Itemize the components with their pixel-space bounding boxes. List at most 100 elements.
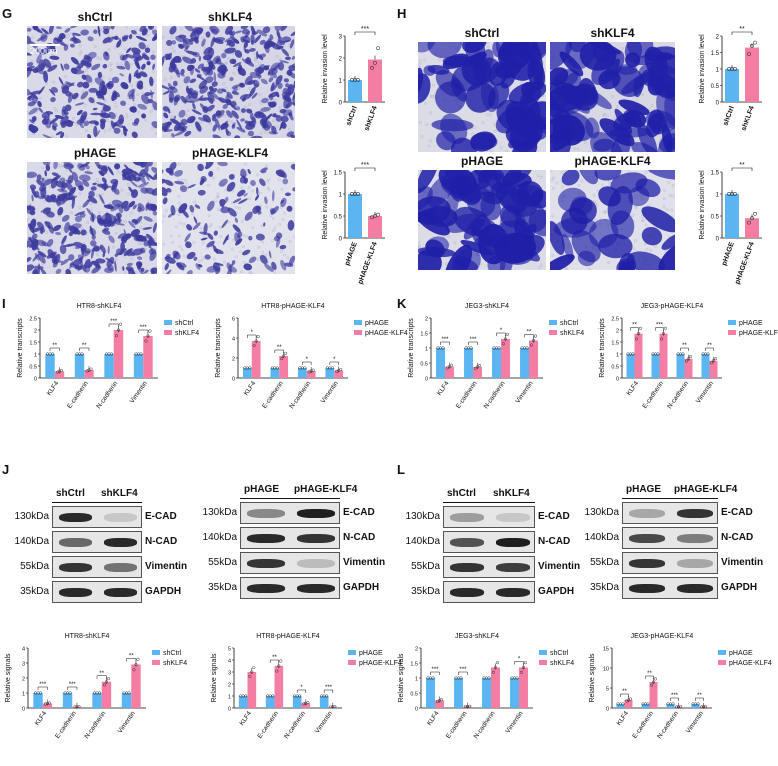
membrane-pore [98, 211, 102, 215]
invaded-cell [196, 73, 202, 78]
invaded-cell [84, 74, 93, 83]
invaded-cell [75, 66, 82, 72]
invaded-cell [257, 54, 264, 61]
invaded-cell [199, 103, 207, 111]
invaded-cell [627, 251, 665, 270]
invaded-cell [462, 42, 487, 54]
protein-band [450, 588, 484, 597]
invaded-cell [225, 94, 230, 103]
x-tick-label: Vimentin [129, 380, 149, 405]
membrane-pore [149, 110, 153, 114]
micrograph-g-phage [27, 162, 157, 274]
membrane-pore [605, 114, 609, 118]
data-point [733, 67, 737, 71]
invaded-cell [168, 97, 174, 104]
membrane-pore [203, 47, 207, 50]
bar [265, 696, 275, 708]
invaded-cell [84, 250, 91, 254]
invaded-cell [95, 258, 106, 264]
bar [274, 666, 284, 708]
invaded-cell [470, 131, 497, 152]
membrane-pore [238, 206, 242, 210]
data-point [370, 215, 374, 220]
bar [33, 693, 43, 708]
invaded-cell [658, 133, 675, 152]
data-point [97, 691, 102, 695]
invaded-cell [263, 41, 272, 50]
legend-label: pHAGE [739, 320, 763, 327]
invaded-cell [218, 97, 229, 104]
invaded-cell [90, 186, 97, 191]
membrane-pore [644, 170, 648, 174]
x-tick-label: N-cadherin [288, 380, 312, 410]
invaded-cell [268, 76, 274, 83]
membrane-pore [206, 112, 210, 116]
membrane-pore [96, 56, 100, 59]
membrane-pore [114, 232, 118, 235]
invaded-cell [145, 172, 155, 181]
invaded-cell [243, 41, 248, 48]
invaded-cell [292, 187, 295, 192]
membrane-pore [185, 114, 189, 117]
invaded-cell [137, 206, 142, 213]
invaded-cell [248, 48, 256, 52]
protein-band [297, 509, 335, 518]
protein-band [496, 513, 530, 522]
data-point [469, 346, 473, 350]
invaded-cell [107, 245, 110, 255]
invaded-cell [110, 203, 121, 212]
invaded-cell [252, 205, 261, 214]
membrane-pore [64, 75, 68, 79]
y-tick-label: 1 [339, 193, 343, 199]
invaded-cell [103, 28, 110, 35]
invaded-cell [238, 70, 242, 75]
bar [270, 368, 280, 378]
bar [368, 216, 382, 238]
invaded-cell [42, 193, 48, 202]
data-point [68, 691, 72, 695]
membrane-pore [453, 241, 457, 244]
invaded-cell [208, 170, 214, 177]
invaded-cell [36, 35, 47, 42]
chart-title: HTR8-shKLF4 [65, 633, 110, 640]
invaded-cell [259, 39, 266, 45]
invaded-cell [226, 91, 233, 99]
legend-swatch [728, 320, 736, 325]
invaded-cell [218, 178, 228, 187]
significance-label: ** [277, 345, 282, 351]
invaded-cell [76, 81, 84, 88]
membrane-pore [670, 208, 673, 212]
invaded-cell [42, 178, 53, 186]
membrane-pore [89, 202, 93, 205]
invaded-cell [167, 213, 174, 218]
invaded-cell [272, 190, 275, 202]
invaded-cell [49, 116, 60, 125]
membrane-pore [607, 260, 611, 264]
significance-label: * [518, 657, 521, 663]
membrane-pore [227, 220, 230, 224]
protein-band [297, 534, 335, 543]
y-tick-label: 1.5 [611, 341, 619, 347]
membrane-pore [83, 103, 87, 107]
invaded-cell [200, 237, 208, 241]
membrane-pore [258, 93, 262, 97]
invaded-cell [259, 118, 268, 129]
membrane-pore [234, 205, 238, 209]
membrane-pore [177, 194, 181, 198]
invaded-cell [69, 168, 73, 174]
data-point [331, 705, 335, 709]
invaded-cell [65, 119, 74, 128]
membrane-pore [50, 135, 54, 138]
invaded-cell [197, 63, 204, 69]
invaded-cell [152, 211, 157, 216]
invaded-cell [70, 43, 75, 48]
invaded-cell [280, 199, 284, 204]
invaded-cell [128, 93, 134, 100]
invaded-cell [121, 125, 129, 132]
protein-band [496, 588, 530, 597]
data-point [43, 702, 48, 706]
invaded-cell [91, 212, 95, 223]
invaded-cell [578, 78, 597, 106]
